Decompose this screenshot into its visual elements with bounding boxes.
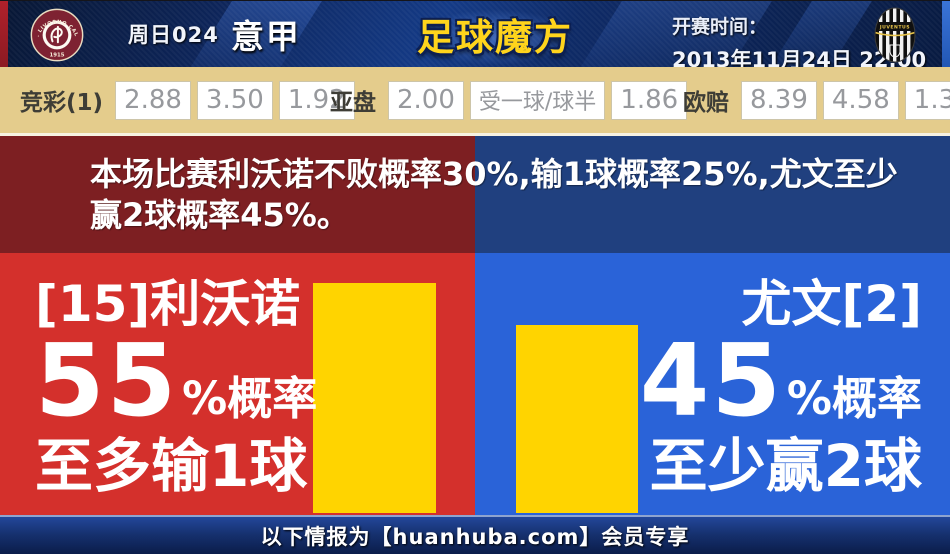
kickoff-label: 开赛时间： bbox=[672, 16, 768, 38]
svg-text:JUVENTUS: JUVENTUS bbox=[879, 25, 910, 31]
header-bar: A.S. LIVORNO CALCIO 1915 周日024 意甲 足球魔方 开… bbox=[0, 1, 950, 67]
european-away-odds: 1.36 bbox=[904, 80, 950, 120]
svg-text:1915: 1915 bbox=[50, 53, 65, 59]
footer-membership-text: 以下情报为【huanhuba.com】会员专享 bbox=[260, 525, 690, 549]
home-team-crest-icon: A.S. LIVORNO CALCIO 1915 bbox=[30, 8, 84, 66]
sports-lottery-home-odds: 2.88 bbox=[115, 80, 191, 120]
away-probability-bar bbox=[516, 325, 638, 513]
away-probability-row: 45 %概率 bbox=[639, 322, 922, 439]
european-draw-odds: 4.58 bbox=[822, 80, 899, 120]
league-name: 意甲 bbox=[230, 17, 301, 56]
home-probability-suffix: %概率 bbox=[182, 372, 318, 425]
prediction-banner: 本场比赛利沃诺不败概率30%,输1球概率25%,尤文至少 赢2球概率45%。 bbox=[0, 133, 950, 253]
match-label: 周日024 意甲 bbox=[128, 1, 301, 67]
home-panel-copy: [15]利沃诺 55 %概率 至多输1球 bbox=[35, 275, 317, 499]
kickoff-info: 开赛时间： 2013年11月24日 22:00 bbox=[672, 12, 926, 67]
brand-logo: 足球魔方 bbox=[395, 1, 595, 67]
brand-logo-text: 足球魔方 bbox=[417, 16, 573, 59]
away-panel-copy: 尤文[2] 45 %概率 至少赢2球 bbox=[640, 275, 922, 499]
odds-bar: 竞彩(1) 2.88 3.50 1.92 亚盘 2.00 受一球/球半 1.86… bbox=[0, 67, 950, 133]
prediction-summary-text: 本场比赛利沃诺不败概率30%,输1球概率25%,尤文至少 赢2球概率45%。 bbox=[90, 154, 898, 236]
header-left-red-stripe bbox=[0, 1, 8, 67]
home-outcome-text: 至多输1球 bbox=[35, 432, 308, 500]
away-team-name: 尤文[2] bbox=[741, 275, 923, 333]
sports-lottery-draw-odds: 3.50 bbox=[196, 80, 273, 120]
asian-handicap-line: 受一球/球半 bbox=[469, 80, 606, 120]
odds-group-asian-handicap: 亚盘 2.00 受一球/球半 1.86 bbox=[330, 67, 688, 133]
home-probability-bar bbox=[313, 283, 436, 513]
away-probability-value: 45 bbox=[639, 322, 783, 439]
sports-lottery-away-odds: 1.92 bbox=[278, 80, 355, 120]
away-probability-suffix: %概率 bbox=[786, 372, 922, 425]
footer-bar: 以下情报为【huanhuba.com】会员专享 bbox=[0, 515, 950, 554]
asian-handicap-label: 亚盘 bbox=[330, 90, 376, 116]
odds-group-sports-lottery: 竞彩(1) 2.88 3.50 1.92 bbox=[20, 67, 355, 133]
odds-group-european-odds: 欧赔 8.39 4.58 1.36 bbox=[683, 67, 950, 133]
home-probability-value: 55 bbox=[35, 322, 179, 439]
header-right-blue-stripe bbox=[942, 1, 950, 67]
european-odds-label: 欧赔 bbox=[683, 90, 729, 116]
banner-home-background bbox=[0, 136, 475, 253]
asian-handicap-home-odds: 2.00 bbox=[388, 80, 464, 120]
round-label: 周日024 bbox=[128, 23, 219, 47]
probability-panels: [15]利沃诺 55 %概率 至多输1球 尤文[2] 45 %概率 至少赢2球 bbox=[0, 253, 950, 515]
home-team-name: [15]利沃诺 bbox=[35, 275, 301, 333]
away-outcome-text: 至少赢2球 bbox=[649, 432, 922, 500]
european-home-odds: 8.39 bbox=[741, 80, 817, 120]
away-team-crest-icon: JUVENTUS bbox=[872, 6, 918, 67]
asian-handicap-away-odds: 1.86 bbox=[611, 80, 688, 120]
kickoff-time: 2013年11月24日 22:00 bbox=[672, 48, 927, 67]
sports-lottery-label: 竞彩(1) bbox=[20, 90, 104, 116]
prediction-summary-line1: 本场比赛利沃诺不败概率30%,输1球概率25%,尤文至少 bbox=[90, 155, 898, 193]
home-probability-row: 55 %概率 bbox=[35, 322, 318, 439]
prediction-summary-line2: 赢2球概率45%。 bbox=[90, 196, 349, 234]
